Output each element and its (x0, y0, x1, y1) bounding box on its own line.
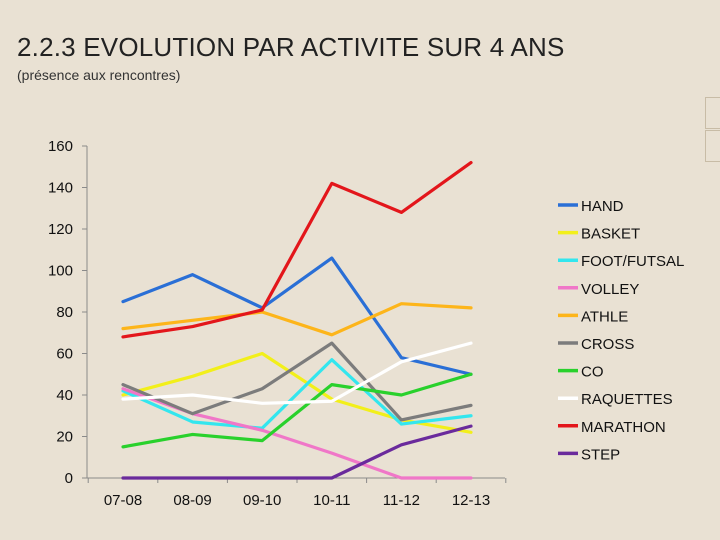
legend-label: CO (581, 364, 604, 381)
y-tick-label: 20 (56, 429, 73, 446)
legend-label: MARATHON (581, 419, 666, 436)
decorative-bar (705, 130, 720, 162)
legend-label: FOOT/FUTSAL (581, 253, 684, 270)
slide-subtitle: (présence aux rencontres) (17, 67, 181, 83)
series-line-co (121, 372, 473, 449)
x-tick-label: 09-10 (243, 492, 281, 509)
x-tick-label: 08-09 (173, 492, 211, 509)
series-line-marathon (121, 161, 473, 339)
legend-label: VOLLEY (581, 281, 639, 298)
x-tick-label: 10-11 (313, 492, 350, 509)
legend-label: HAND (581, 198, 624, 215)
x-tick-label: 12-13 (452, 492, 490, 509)
legend-label: STEP (581, 446, 620, 463)
legend-label: CROSS (581, 336, 634, 353)
series-line-step (121, 424, 473, 480)
x-tick-label: 07-08 (104, 492, 142, 509)
y-tick-label: 60 (56, 346, 73, 363)
x-tick-label: 11-12 (383, 492, 420, 509)
chart-legend: HAND BASKET FOOT/FUTSAL VOLLEY ATHLE CROSS CO R… (558, 198, 684, 463)
series-line-hand (121, 256, 473, 376)
y-tick-label: 140 (48, 180, 73, 197)
legend-label: ATHLE (581, 308, 628, 325)
legend-label: RAQUETTES (581, 391, 673, 408)
slide-title: 2.2.3 EVOLUTION PAR ACTIVITE SUR 4 ANS (17, 32, 565, 62)
chart-axes: 0 20 40 60 80 100 120 140 160 07-08 08-09 09-10 10-1… (48, 138, 507, 509)
series-line-cross (121, 341, 473, 422)
y-tick-label: 160 (48, 138, 73, 155)
chart-series (121, 161, 473, 480)
y-tick-label: 80 (56, 304, 73, 321)
series-line-athle (121, 302, 473, 337)
decorative-bar (705, 97, 720, 129)
y-tick-label: 0 (65, 470, 73, 487)
y-tick-label: 100 (48, 263, 73, 280)
series-line-raquettes (121, 341, 473, 405)
series-line-foot-futsal (121, 358, 473, 430)
y-tick-label: 40 (56, 387, 73, 404)
y-tick-label: 120 (48, 221, 73, 238)
legend-label: BASKET (581, 226, 640, 243)
